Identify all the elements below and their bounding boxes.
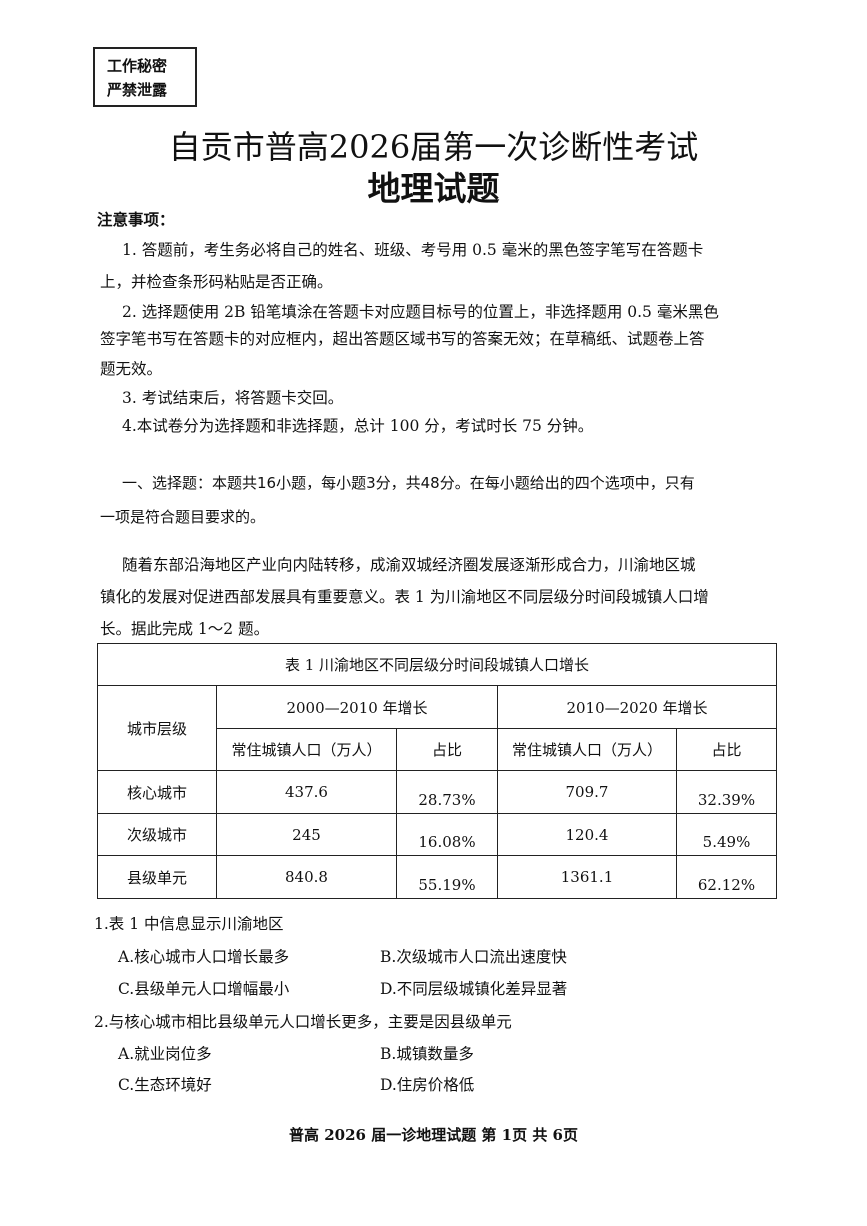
notes-heading: 注意事项：	[97, 211, 175, 229]
table-row: 次级城市 245 16.08% 120.4 5.49%	[97, 813, 777, 856]
passage-line: 随着东部沿海地区产业向内陆转移，成渝双城经济圈发展逐渐形成合力，川渝地区城	[122, 556, 696, 574]
page-footer: 普高 2026 届一诊地理试题 第 1页 共 6页	[289, 1126, 578, 1144]
q1-option-a: A.核心城市人口增长最多	[118, 948, 290, 966]
question-1-stem: 1.表 1 中信息显示川渝地区	[94, 915, 284, 933]
table-caption: 表 1 川渝地区不同层级分时间段城镇人口增长	[97, 643, 777, 686]
cell-pop-1: 245	[216, 813, 397, 856]
header-share-2: 占比	[676, 728, 777, 771]
q1-option-b: B.次级城市人口流出速度快	[380, 948, 567, 966]
cell-level: 次级城市	[97, 813, 217, 856]
passage-line: 镇化的发展对促进西部发展具有重要意义。表 1 为川渝地区不同层级分时间段城镇人口…	[100, 588, 709, 606]
cell-share-2: 32.39%	[676, 770, 777, 814]
cell-share-1: 55.19%	[396, 855, 498, 899]
cell-pop-2: 709.7	[497, 770, 677, 814]
note-line: 3. 考试结束后，将答题卡交回。	[122, 389, 344, 407]
confidential-stamp: 工作秘密 严禁泄露	[93, 47, 197, 107]
table-row: 核心城市 437.6 28.73% 709.7 32.39%	[97, 770, 777, 814]
cell-share-1: 28.73%	[396, 770, 498, 814]
note-line: 2. 选择题使用 2B 铅笔填涂在答题卡对应题目标号的位置上，非选择题用 0.5…	[122, 303, 719, 321]
table-row: 县级单元 840.8 55.19% 1361.1 62.12%	[97, 855, 777, 899]
note-line: 1. 答题前，考生务必将自己的姓名、班级、考号用 0.5 毫米的黑色签字笔写在答…	[122, 241, 704, 259]
cell-level: 县级单元	[97, 855, 217, 899]
header-level: 城市层级	[97, 685, 217, 771]
header-pop-2: 常住城镇人口（万人）	[497, 728, 677, 771]
section-heading-cont: 一项是符合题目要求的。	[100, 508, 266, 526]
header-pop-1: 常住城镇人口（万人）	[216, 728, 397, 771]
cell-share-1: 16.08%	[396, 813, 498, 856]
q2-option-b: B.城镇数量多	[380, 1045, 474, 1063]
q1-option-c: C.县级单元人口增幅最小	[118, 980, 290, 998]
cell-share-2: 62.12%	[676, 855, 777, 899]
stamp-line-2: 严禁泄露	[107, 81, 168, 99]
population-table: 表 1 川渝地区不同层级分时间段城镇人口增长 城市层级 2000—2010 年增…	[97, 643, 777, 899]
note-line: 4.本试卷分为选择题和非选择题，总计 100 分，考试时长 75 分钟。	[122, 417, 594, 435]
question-2-stem: 2.与核心城市相比县级单元人口增长更多，主要是因县级单元	[94, 1013, 512, 1031]
note-line: 签字笔书写在答题卡的对应框内，超出答题区域书写的答案无效；在草稿纸、试题卷上答	[100, 330, 705, 348]
q2-option-a: A.就业岗位多	[118, 1045, 212, 1063]
stamp-line-1: 工作秘密	[107, 57, 168, 75]
cell-pop-2: 1361.1	[497, 855, 677, 899]
header-period-1: 2000—2010 年增长	[216, 685, 498, 729]
exam-subtitle: 地理试题	[367, 169, 500, 208]
note-line: 题无效。	[100, 360, 163, 378]
q1-option-d: D.不同层级城镇化差异显著	[380, 980, 568, 998]
cell-pop-1: 437.6	[216, 770, 397, 814]
q2-option-c: C.生态环境好	[118, 1076, 212, 1094]
header-share-1: 占比	[396, 728, 498, 771]
q2-option-d: D.住房价格低	[380, 1076, 475, 1094]
exam-title: 自贡市普高2026届第一次诊断性考试	[168, 128, 699, 166]
section-heading: 一、选择题：本题共16小题，每小题3分，共48分。在每小题给出的四个选项中，只有	[122, 474, 695, 492]
note-line: 上，并检查条形码粘贴是否正确。	[100, 273, 333, 291]
passage-line: 长。据此完成 1～2 题。	[100, 620, 270, 638]
cell-level: 核心城市	[97, 770, 217, 814]
cell-pop-2: 120.4	[497, 813, 677, 856]
cell-pop-1: 840.8	[216, 855, 397, 899]
cell-share-2: 5.49%	[676, 813, 777, 856]
header-period-2: 2010—2020 年增长	[497, 685, 777, 729]
